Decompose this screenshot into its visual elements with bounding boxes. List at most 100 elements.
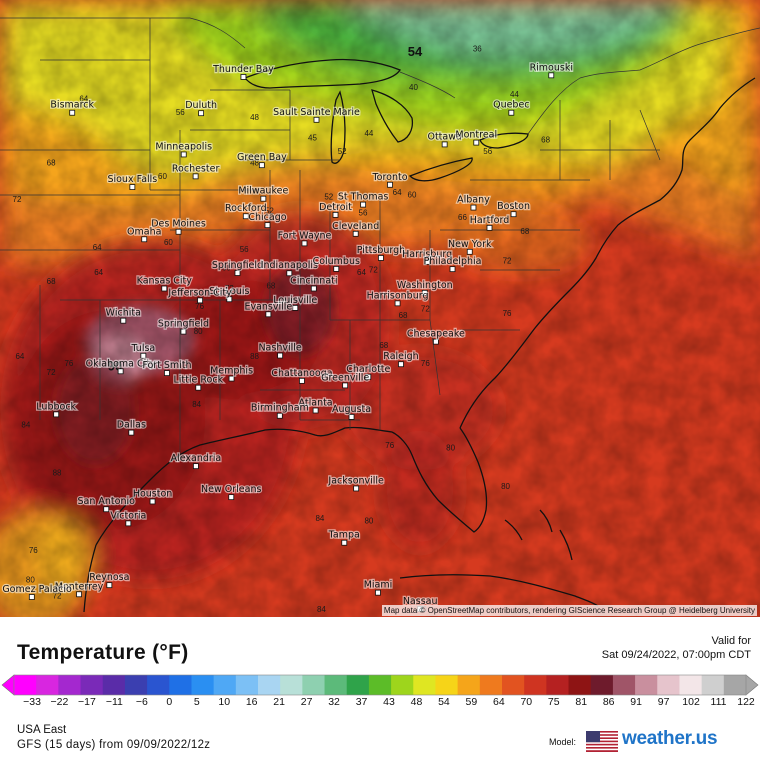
isotherm-label: 48: [250, 113, 259, 122]
city-marker: [193, 463, 199, 470]
city-label: Rimouski: [530, 62, 573, 73]
map-attribution: Map data © OpenStreetMap contributors, r…: [381, 605, 757, 616]
isotherm-label: 80: [364, 516, 373, 525]
city-label: Thunder Bay: [212, 64, 274, 75]
city-marker: [53, 411, 60, 418]
city-marker: [342, 382, 349, 389]
isotherm-label: 64: [94, 268, 103, 277]
city-marker: [276, 412, 283, 419]
colorbar-swatch: [14, 675, 37, 695]
colorbar-swatch: [524, 675, 547, 695]
city-marker: [378, 255, 384, 261]
city-marker: [299, 377, 305, 384]
colorbar-swatch: [346, 675, 370, 695]
colorbar-swatch: [235, 675, 259, 695]
isotherm-label: 56: [176, 108, 185, 117]
city-marker: [161, 285, 168, 292]
city-marker: [353, 485, 360, 492]
colorbar-swatch: [502, 675, 525, 695]
city-label: Evansville: [244, 301, 292, 312]
city-marker: [258, 162, 265, 169]
city-label: Pittsburgh: [357, 245, 405, 256]
city-label: Tulsa: [130, 343, 155, 354]
colorbar-swatch: [102, 675, 126, 695]
isotherm-label: 72: [225, 284, 234, 293]
city-marker: [228, 375, 235, 382]
region-label: USA East: [17, 724, 67, 736]
coastline: [95, 426, 393, 546]
weather-us-logo[interactable]: weather.us: [622, 728, 718, 749]
isotherm-label: 84: [21, 421, 30, 430]
city-label: Springfield: [212, 260, 263, 271]
isotherm-label: 64: [79, 95, 88, 104]
isotherm-label: 64: [93, 243, 102, 252]
city-marker: [394, 300, 401, 307]
isotherm-label: 92: [137, 421, 146, 430]
city-label: Harrisonburg: [367, 290, 429, 301]
city-marker: [310, 285, 317, 292]
colorbar-swatch: [568, 675, 592, 695]
city-marker: [432, 338, 439, 345]
isotherm-label: 80: [26, 576, 35, 585]
city-marker: [360, 201, 367, 208]
isotherm-label: 60: [158, 172, 167, 181]
city-label: New York: [448, 239, 492, 250]
colorbar-tick-label: 10: [218, 696, 231, 708]
colorbar-tick-label: 5: [193, 696, 200, 708]
colorbar-tick-label: 32: [328, 696, 340, 708]
city-marker: [510, 211, 517, 218]
city-marker: [449, 266, 456, 273]
colorbar-swatch: [657, 675, 681, 695]
temperature-map[interactable]: 54 36 40 44 64 56 48 45 44 52 56 68 68 60 48 52 60 64 72 52…: [0, 0, 760, 617]
city-label: Louisville: [273, 295, 317, 306]
city-marker: [265, 311, 272, 318]
city-label: Dallas: [117, 420, 146, 431]
city-label: Cleveland: [332, 221, 379, 232]
colorbar-swatch: [435, 675, 459, 695]
colorbar-swatch: [368, 675, 392, 695]
model-label: Model:: [549, 737, 577, 747]
city-label: Philadelphia: [424, 256, 482, 267]
city-label: Hartford: [470, 215, 510, 226]
isotherm-label: 76: [29, 546, 38, 555]
isotherm-label: 76: [385, 441, 394, 450]
colorbar-tick-label: 27: [300, 696, 313, 708]
isotherm-label: 76: [195, 302, 204, 311]
city-marker: [192, 173, 199, 180]
city-marker: [332, 211, 339, 218]
city-marker: [175, 228, 182, 235]
city-label: Albany: [457, 195, 490, 206]
isotherm-label: 64: [393, 188, 402, 197]
colorbar-swatch: [191, 675, 215, 695]
colorbar-left-arrow: [1, 674, 15, 696]
city-marker: [365, 373, 372, 380]
city-marker: [301, 240, 308, 247]
legend-title: Temperature (°F): [17, 641, 189, 664]
legend-panel: Temperature (°F) Valid for Sat 09/24/202…: [0, 617, 760, 760]
city-label: Monterrey: [55, 581, 104, 592]
city-label: Harrisburg: [402, 249, 452, 260]
city-label: Miami: [364, 580, 393, 591]
coastline: [83, 544, 97, 613]
city-marker: [486, 224, 493, 231]
colorbar-swatch: [302, 675, 326, 695]
colorbar-tick-label: 64: [493, 696, 505, 708]
colorbar-swatch: [479, 675, 503, 695]
city-marker: [149, 498, 156, 505]
city-label: Oklahoma City: [86, 358, 156, 369]
state-border: [0, 17, 760, 135]
city-label: Victoria: [110, 510, 146, 521]
city-marker: [375, 589, 381, 596]
isotherm-label: 68: [399, 311, 408, 320]
city-marker: [286, 270, 293, 277]
city-label: Reynosa: [89, 572, 129, 583]
city-label: Boston: [497, 201, 530, 212]
city-marker: [198, 110, 205, 117]
isotherm-label: 56: [483, 147, 492, 156]
city-label: New Orleans: [201, 484, 261, 495]
isotherm-label: 64: [357, 268, 366, 277]
city-label: Bismarck: [50, 100, 94, 111]
coastline: [459, 77, 756, 429]
coastline: [479, 132, 529, 149]
coastline: [371, 89, 414, 143]
